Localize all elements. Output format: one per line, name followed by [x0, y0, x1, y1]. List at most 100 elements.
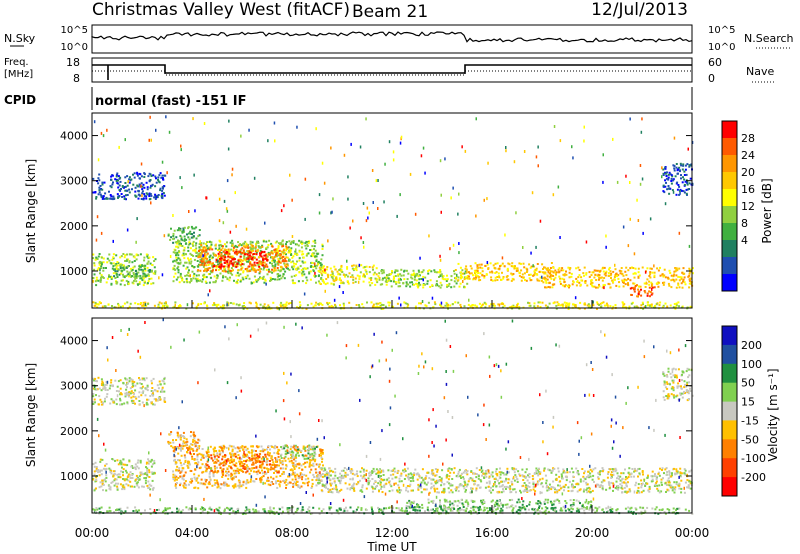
- power-cell: [222, 270, 225, 273]
- power-cell: [218, 197, 221, 201]
- velocity-echo-band: [172, 444, 324, 490]
- velocity-cell: [238, 472, 240, 475]
- velocity-cell: [99, 460, 102, 463]
- velocity-cell: [538, 510, 541, 513]
- freq-trace: [92, 64, 692, 74]
- power-cell: [514, 305, 517, 308]
- power-cell: [672, 274, 675, 277]
- velocity-cell: [179, 445, 182, 448]
- power-cell: [143, 176, 146, 178]
- power-cell: [235, 248, 238, 251]
- power-cell: [218, 262, 221, 264]
- power-cell: [108, 253, 111, 256]
- velocity-cell: [124, 510, 127, 513]
- power-cell: [187, 249, 190, 252]
- velocity-cell: [98, 507, 101, 510]
- power-cell: [150, 175, 153, 177]
- power-cell: [288, 258, 291, 261]
- power-cell: [494, 276, 497, 279]
- power-cell: [183, 257, 186, 260]
- nave-label: Nave: [746, 65, 774, 78]
- power-cell: [103, 181, 106, 184]
- velocity-cell: [304, 478, 307, 481]
- power-cell: [508, 263, 511, 266]
- power-cell: [563, 278, 566, 281]
- velocity-cell: [120, 393, 123, 396]
- velocity-cell: [304, 449, 307, 452]
- velocity-cell: [295, 484, 298, 487]
- velocity-cell: [638, 512, 641, 515]
- velocity-cell: [283, 479, 286, 482]
- velocity-cell: [452, 506, 455, 509]
- power-cell: [397, 273, 400, 276]
- power-cell: [602, 266, 604, 269]
- velocity-cell: [132, 510, 135, 512]
- velocity-cell: [109, 402, 112, 405]
- power-cell: [136, 174, 139, 177]
- power-cell: [399, 273, 402, 276]
- power-cell: [187, 243, 190, 246]
- power-cell: [568, 286, 570, 289]
- power-cell: [126, 258, 128, 261]
- power-cell: [539, 301, 542, 304]
- power-cell: [272, 270, 275, 273]
- power-cell: [478, 302, 481, 305]
- power-cell: [204, 268, 207, 270]
- velocity-cell: [538, 507, 540, 509]
- velocity-cell: [111, 399, 114, 402]
- power-cell: [597, 273, 600, 276]
- power-cell: [140, 162, 143, 166]
- velocity-cell: [209, 506, 212, 509]
- freq-frame: [91, 57, 693, 83]
- power-cell: [565, 305, 568, 308]
- power-cell: [555, 304, 558, 307]
- power-cell: [457, 212, 459, 216]
- power-cell: [672, 190, 675, 194]
- velocity-cell: [130, 390, 133, 393]
- velocity-cell: [119, 393, 122, 396]
- power-cell: [663, 268, 666, 271]
- power-cell: [406, 302, 409, 305]
- power-cell: [559, 280, 562, 283]
- velocity-cell: [119, 403, 121, 406]
- velocity-cell: [102, 401, 104, 404]
- velocity-cell: [200, 453, 203, 456]
- power-cell: [672, 178, 675, 181]
- power-cell: [176, 245, 179, 248]
- power-cell: [541, 275, 543, 279]
- velocity-cell: [94, 480, 97, 483]
- power-cell: [297, 267, 300, 270]
- power-cell: [481, 270, 484, 273]
- power-cell: [123, 195, 126, 198]
- power-cell: [535, 273, 538, 275]
- velocity-cell: [279, 475, 282, 477]
- velocity-cell: [293, 481, 296, 484]
- velocity-cell: [298, 449, 301, 452]
- power-cell: [418, 271, 421, 274]
- power-cell: [285, 249, 288, 252]
- velocity-cell: [172, 473, 175, 476]
- velocity-cell: [122, 486, 125, 489]
- power-cell: [296, 125, 298, 129]
- velocity-cell: [654, 508, 657, 511]
- power-cell: [174, 272, 177, 275]
- power-cell: [120, 255, 123, 258]
- velocity-cell: [194, 443, 197, 446]
- power-cell: [145, 192, 148, 195]
- power-cell: [149, 262, 152, 265]
- power-cell: [93, 268, 96, 271]
- power-cell: [642, 303, 644, 305]
- velocity-cell: [414, 509, 417, 512]
- velocity-cell: [112, 385, 114, 388]
- velocity-cell: [95, 476, 98, 479]
- velocity-cell: [145, 477, 147, 479]
- velocity-cell: [122, 474, 124, 477]
- velocity-cell: [95, 479, 98, 481]
- velocity-cell: [136, 461, 139, 464]
- velocity-cell: [131, 477, 134, 479]
- power-cell: [260, 250, 263, 253]
- power-cell: [550, 262, 553, 264]
- power-cell: [450, 275, 453, 278]
- power-cell: [405, 281, 408, 284]
- power-colorbar-tick-label: 12: [741, 200, 755, 213]
